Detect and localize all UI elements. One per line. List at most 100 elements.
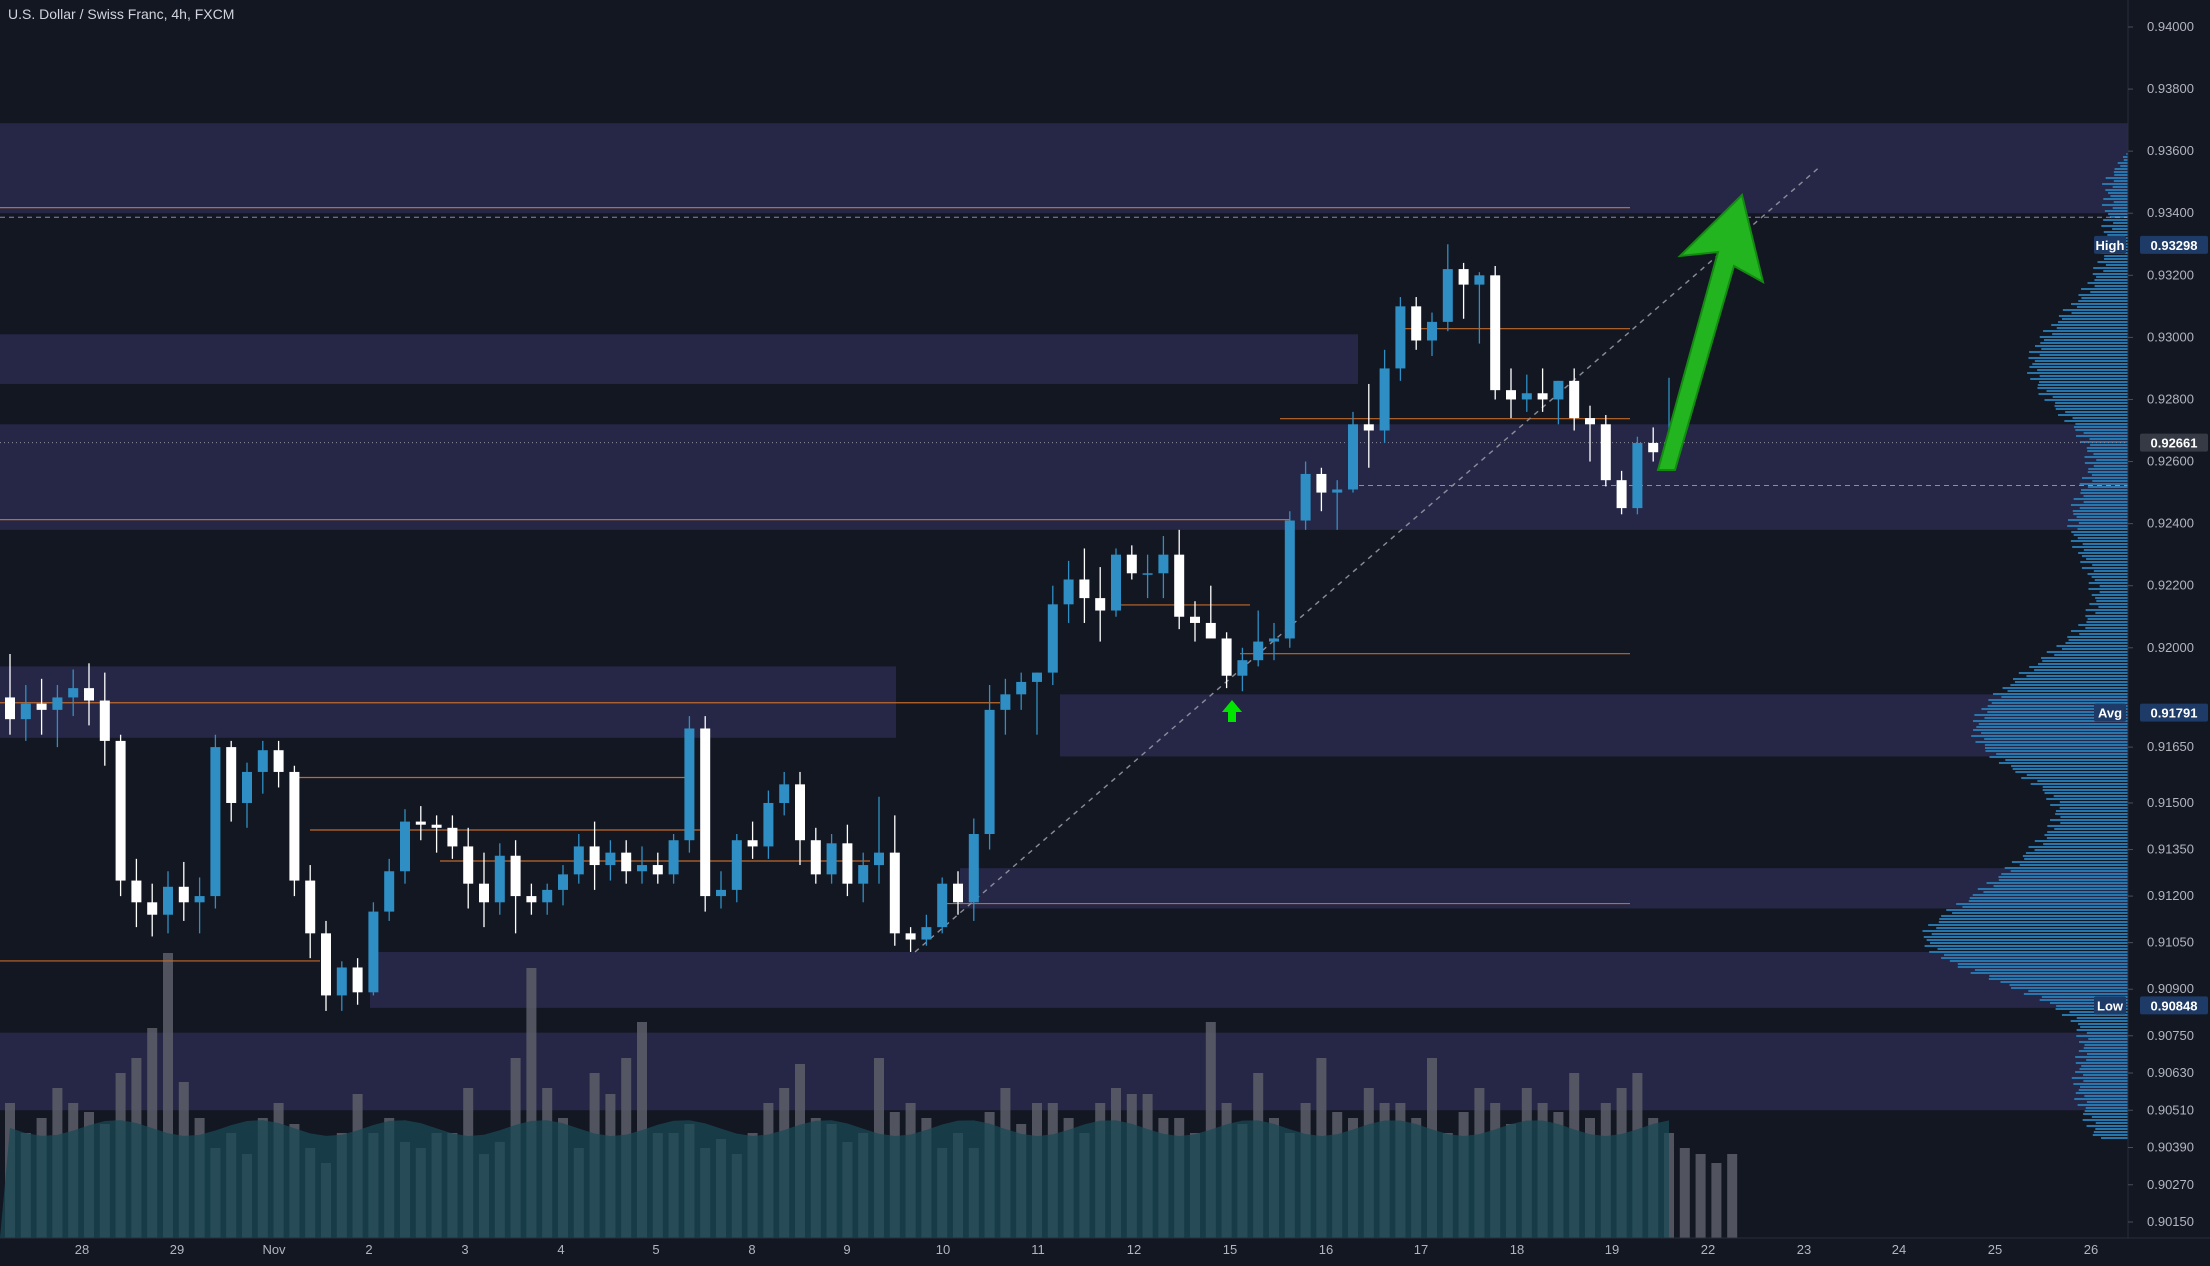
candle[interactable] [52, 685, 63, 748]
candle[interactable] [1537, 368, 1548, 412]
candle[interactable] [1063, 560, 1074, 623]
candle[interactable] [1442, 244, 1453, 332]
candle[interactable] [36, 678, 47, 735]
candle[interactable] [1585, 405, 1595, 462]
candle[interactable] [668, 834, 679, 884]
candle[interactable] [1616, 470, 1627, 515]
candle[interactable] [889, 815, 900, 946]
candle[interactable] [415, 806, 426, 841]
candle[interactable] [163, 871, 173, 934]
candle[interactable] [747, 821, 758, 859]
candle[interactable] [937, 877, 948, 934]
candle[interactable] [1474, 272, 1485, 344]
candle[interactable] [826, 834, 837, 884]
candle[interactable] [494, 843, 505, 915]
candle[interactable] [731, 834, 742, 903]
candle[interactable] [763, 790, 774, 859]
candle[interactable] [1095, 567, 1106, 642]
candle[interactable] [1237, 647, 1248, 692]
candle[interactable] [1142, 554, 1153, 599]
candle[interactable] [1269, 622, 1279, 661]
candle[interactable] [874, 796, 884, 884]
candle[interactable] [1553, 380, 1564, 425]
candle[interactable] [1158, 536, 1169, 599]
candle[interactable] [779, 771, 790, 816]
candle[interactable] [858, 852, 869, 903]
candle[interactable] [400, 809, 410, 884]
candle[interactable] [526, 883, 537, 915]
candle[interactable] [542, 883, 553, 915]
candle[interactable] [1521, 374, 1532, 412]
candle[interactable] [605, 840, 616, 881]
timeframe-label[interactable]: 4h [171, 6, 187, 22]
candle[interactable] [1458, 262, 1469, 319]
candle[interactable] [1000, 678, 1011, 735]
candle[interactable] [1363, 383, 1374, 468]
candle[interactable] [1411, 297, 1422, 350]
candle[interactable] [336, 961, 347, 1011]
candle[interactable] [842, 824, 853, 897]
candle[interactable] [1506, 368, 1516, 419]
candle[interactable] [463, 827, 474, 909]
candle[interactable] [20, 685, 31, 741]
candle[interactable] [921, 914, 932, 946]
candle[interactable] [558, 865, 568, 906]
candle[interactable] [1648, 427, 1659, 462]
symbol-name[interactable]: U.S. Dollar / Swiss Franc [8, 6, 164, 22]
projection-arrow-icon[interactable] [1656, 193, 1765, 471]
candle[interactable] [716, 871, 726, 909]
candle[interactable] [68, 669, 79, 717]
candle[interactable] [700, 716, 711, 912]
candle[interactable] [1348, 411, 1358, 493]
candle[interactable] [99, 672, 110, 766]
candle[interactable] [1032, 672, 1042, 735]
candle[interactable] [953, 871, 963, 915]
candle[interactable] [131, 858, 142, 928]
time-axis[interactable]: 28 29 Nov 2 3 4 5 8 9 10 11 12 15 16 17 18 19 22 23 24 25 26 [75, 1242, 2098, 1257]
candle[interactable] [1079, 548, 1090, 623]
candle[interactable] [5, 653, 15, 735]
candle[interactable] [810, 827, 821, 884]
candle[interactable] [1253, 610, 1264, 667]
candle[interactable] [257, 740, 268, 794]
candle[interactable] [1047, 585, 1058, 686]
price-axis[interactable]: 0.94000 0.93800 0.93600 0.93400 0.93200 0.930… [2128, 19, 2194, 1229]
candle[interactable] [1300, 461, 1311, 530]
candle[interactable] [384, 858, 395, 921]
candle[interactable] [1221, 632, 1232, 689]
candle[interactable] [1016, 672, 1027, 710]
candle[interactable] [273, 740, 284, 788]
candle[interactable] [210, 734, 221, 909]
candle[interactable] [984, 685, 995, 850]
candle[interactable] [1111, 548, 1121, 617]
candle[interactable] [1600, 414, 1611, 487]
candle[interactable] [1569, 368, 1580, 431]
candle[interactable] [652, 852, 663, 884]
candle[interactable] [1316, 467, 1327, 512]
candle[interactable] [1284, 511, 1295, 648]
candle[interactable] [84, 663, 94, 726]
candle[interactable] [1190, 601, 1200, 642]
candle[interactable] [289, 765, 300, 897]
candle[interactable] [1427, 312, 1437, 357]
candle[interactable] [510, 840, 521, 934]
candle[interactable] [147, 883, 158, 937]
candle[interactable] [621, 840, 632, 884]
candle[interactable] [479, 852, 489, 928]
candle[interactable] [447, 815, 458, 859]
candle[interactable] [115, 734, 126, 897]
candle[interactable] [242, 762, 252, 828]
candle[interactable] [305, 865, 316, 959]
candle[interactable] [178, 861, 189, 921]
candle[interactable] [352, 958, 363, 1005]
candle[interactable] [1379, 349, 1390, 443]
candle[interactable] [194, 877, 205, 934]
candle[interactable] [1332, 480, 1343, 530]
candle[interactable] [1632, 436, 1643, 515]
candle[interactable] [226, 740, 237, 822]
candle[interactable] [1205, 585, 1216, 639]
candle[interactable] [368, 902, 379, 996]
candle[interactable] [321, 920, 331, 1011]
candle[interactable] [573, 834, 584, 884]
